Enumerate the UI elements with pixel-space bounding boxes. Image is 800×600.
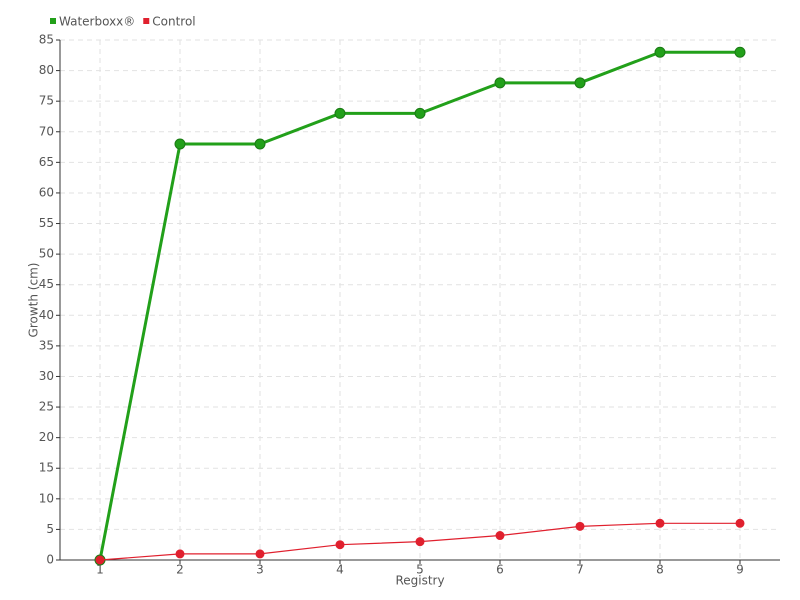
y-tick-label: 75	[39, 94, 54, 108]
data-point	[254, 138, 266, 150]
data-point	[175, 549, 185, 559]
y-tick-label: 80	[39, 63, 54, 77]
data-point	[255, 549, 265, 559]
x-tick-label: 2	[176, 563, 184, 577]
data-point	[174, 138, 186, 150]
data-point	[95, 555, 105, 565]
y-tick-label: 45	[39, 277, 54, 291]
y-tick-label: 50	[39, 247, 54, 261]
x-tick-label: 7	[576, 563, 584, 577]
data-point	[575, 521, 585, 531]
data-point	[494, 77, 506, 89]
x-tick-label: 1	[96, 563, 104, 577]
data-point	[495, 531, 505, 541]
data-point	[414, 107, 426, 119]
data-point	[415, 537, 425, 547]
y-tick-label: 25	[39, 400, 54, 414]
data-point	[335, 540, 345, 550]
y-tick-label: 0	[46, 553, 54, 567]
data-point	[654, 46, 666, 58]
x-tick-label: 9	[736, 563, 744, 577]
data-point	[574, 77, 586, 89]
y-tick-label: 65	[39, 155, 54, 169]
y-tick-label: 55	[39, 216, 54, 230]
x-tick-label: 6	[496, 563, 504, 577]
legend-label: Waterboxx®	[59, 15, 135, 29]
data-point	[655, 518, 665, 528]
x-axis-label: Registry	[395, 574, 444, 588]
y-tick-label: 35	[39, 338, 54, 352]
y-tick-label: 5	[46, 522, 54, 536]
y-tick-label: 60	[39, 185, 54, 199]
legend-swatch	[50, 18, 56, 24]
x-tick-label: 8	[656, 563, 664, 577]
y-tick-label: 10	[39, 491, 54, 505]
x-tick-label: 3	[256, 563, 264, 577]
data-point	[734, 46, 746, 58]
y-tick-label: 85	[39, 33, 54, 47]
x-tick-label: 4	[336, 563, 344, 577]
data-point	[334, 107, 346, 119]
y-tick-label: 15	[39, 461, 54, 475]
y-tick-label: 30	[39, 369, 54, 383]
x-tick-label: 5	[416, 563, 424, 577]
legend-swatch	[143, 18, 150, 24]
y-tick-label: 20	[39, 430, 54, 444]
data-point	[735, 518, 745, 528]
y-tick-label: 40	[39, 308, 54, 322]
y-axis-label: Growth (cm)	[27, 263, 41, 338]
legend-label: Control	[152, 15, 195, 29]
y-tick-label: 70	[39, 124, 54, 138]
